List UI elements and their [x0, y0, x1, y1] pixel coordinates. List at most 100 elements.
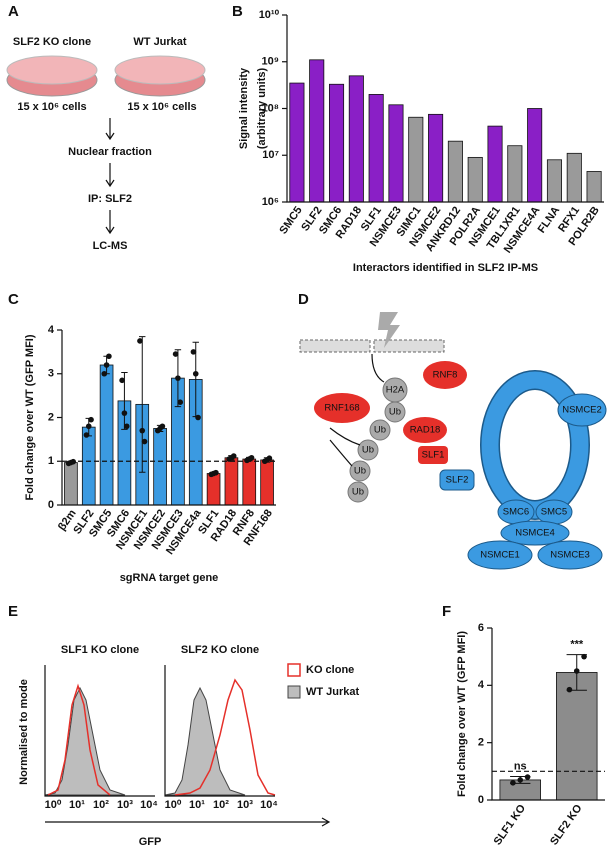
dna — [373, 339, 445, 353]
arrow — [105, 210, 115, 235]
node-label: RNF168 — [324, 403, 359, 414]
x-tick-label: 10² — [213, 799, 229, 811]
panel-label: F — [442, 603, 451, 620]
node — [349, 460, 371, 482]
data-point — [159, 423, 166, 430]
dish — [6, 55, 98, 85]
y-axis-label: Fold change over WT (GFP MFI) — [456, 631, 468, 797]
y-axis-label: Fold change over WT (GFP MFI) — [24, 334, 36, 500]
panel-label: D — [298, 291, 309, 308]
panel-label: E — [8, 603, 18, 620]
data-point — [248, 454, 255, 461]
sample-label: SLF2 KO clone — [13, 36, 91, 48]
step: Nuclear fraction — [68, 146, 152, 158]
data-point — [510, 780, 516, 786]
y-tick-label: 6 — [478, 622, 484, 634]
node-label: Ub — [374, 425, 386, 436]
annotation: ns — [514, 760, 527, 772]
sample-label: WT Jurkat — [133, 36, 187, 48]
arrow — [105, 118, 115, 141]
step: LC-MS — [93, 240, 128, 252]
data-point — [121, 410, 128, 416]
y-tick-label: 0 — [478, 794, 484, 806]
y-tick-label: 10⁷ — [262, 149, 279, 161]
damage-bolt — [378, 312, 400, 348]
data-point — [566, 686, 573, 693]
smc-ring — [481, 371, 589, 519]
x-tick-label: SLF2 KO — [548, 802, 585, 847]
x-axis-label: sgRNA target gene — [120, 572, 219, 584]
x-tick-label: 10¹ — [189, 799, 205, 811]
plot-title: SLF1 KO clone — [61, 644, 139, 656]
panel-e: SLF1 KO clone SLF2 KO clone Normalised t… — [18, 644, 360, 848]
annotation: *** — [570, 639, 584, 651]
data-point — [141, 438, 148, 445]
x-tick-label: SLF1 KO — [492, 802, 529, 847]
cell-count: 15 x 10⁶ cells — [17, 101, 86, 113]
node-label: SMC5 — [541, 507, 567, 518]
node-label: Ub — [354, 466, 366, 477]
node-label: NSMCE3 — [550, 550, 590, 561]
panel-label: A — [8, 3, 19, 20]
y-tick-label: 10¹⁰ — [259, 9, 280, 21]
data-point — [195, 414, 201, 421]
bar — [566, 152, 582, 203]
panel-a: SLF2 KO clone WT Jurkat 15 x 10⁶ cells 1… — [6, 36, 206, 252]
node-label: Ub — [352, 487, 364, 498]
panel-label: C — [8, 291, 19, 308]
y-axis-label: Normalised to mode — [18, 679, 30, 785]
node — [439, 469, 475, 491]
node — [537, 540, 603, 570]
data-point — [123, 423, 130, 430]
axis — [61, 330, 276, 506]
plot-title: SLF2 KO clone — [181, 644, 259, 656]
node — [384, 401, 406, 423]
data-point — [83, 432, 90, 438]
data-point — [101, 370, 108, 377]
node — [314, 393, 370, 423]
data-point — [190, 349, 197, 355]
data-point — [137, 338, 143, 344]
node — [467, 540, 533, 570]
bar — [99, 364, 114, 506]
panel-d: RNF8 RNF168 H2A Ub Ub Ub Ub Ub RAD18 SLF… — [299, 312, 607, 570]
node-label: NSMCE4 — [515, 528, 555, 539]
error-bar — [139, 336, 146, 473]
y-tick-label: 10⁶ — [262, 196, 279, 208]
bar — [348, 75, 364, 203]
legend-swatch — [287, 685, 301, 699]
axis — [164, 665, 275, 797]
y-tick-label: 2 — [478, 737, 484, 749]
y-tick-label: 0 — [48, 499, 54, 511]
node — [500, 520, 570, 546]
x-tick-label: 10⁰ — [165, 799, 182, 811]
bar — [487, 125, 503, 203]
legend-label: KO clone — [306, 664, 354, 676]
node — [347, 481, 369, 503]
data-point — [517, 777, 524, 783]
bar — [64, 462, 78, 506]
bar — [388, 104, 404, 203]
node-label: SMC6 — [503, 507, 529, 518]
data-point — [172, 351, 179, 357]
histogram — [44, 686, 126, 796]
node — [423, 361, 467, 389]
x-tick-label: FLNA — [536, 204, 563, 235]
arrow — [371, 353, 385, 383]
data-point — [573, 668, 580, 674]
x-tick-label: 10¹ — [69, 799, 85, 811]
bar — [546, 159, 563, 203]
node — [403, 417, 447, 443]
data-point — [266, 455, 273, 461]
bar — [408, 116, 424, 203]
node-label: H2A — [386, 385, 405, 396]
node — [418, 446, 448, 464]
data-point — [524, 774, 531, 780]
x-tick-label: SMC5 — [277, 205, 304, 237]
step: IP: SLF2 — [88, 193, 132, 205]
y-tick-label: 4 — [48, 324, 55, 336]
y-tick-label: 2 — [48, 411, 54, 423]
bar — [507, 145, 523, 203]
y-tick-label: 1 — [48, 455, 54, 467]
arrow — [45, 817, 331, 827]
